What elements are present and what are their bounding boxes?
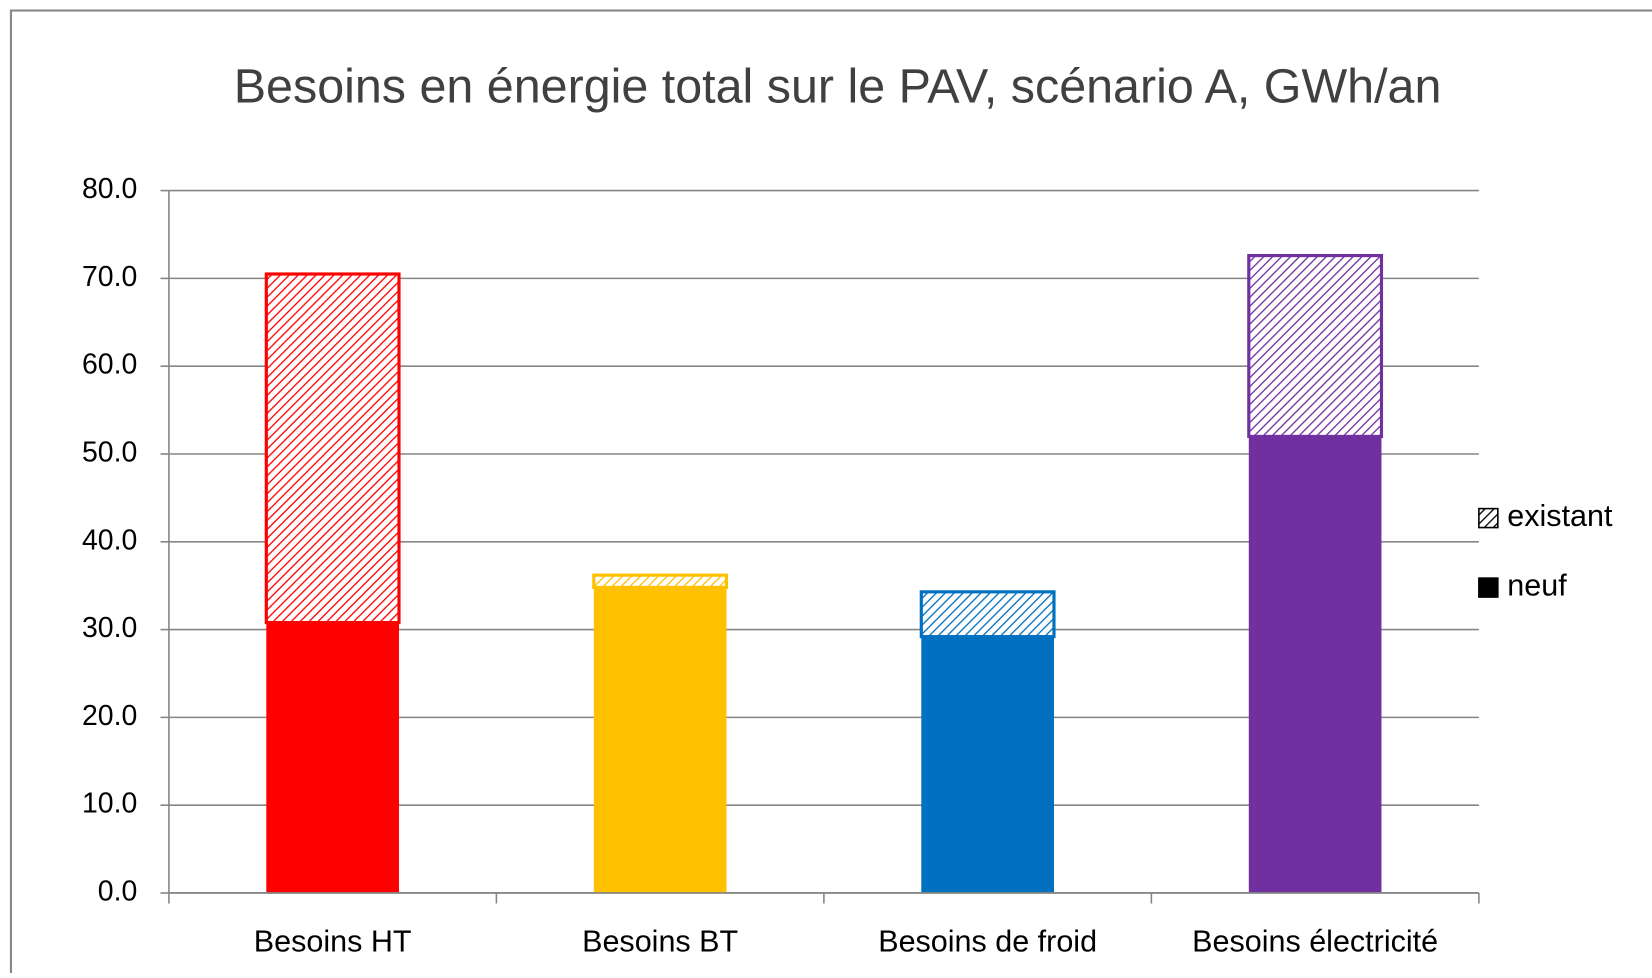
y-tick-label: 60.0 <box>82 349 137 381</box>
bar-segment-hatched <box>592 573 729 590</box>
bar-segment <box>1248 436 1382 893</box>
chart-frame <box>9 9 1652 978</box>
bar-segment <box>593 587 727 893</box>
legend-swatch <box>1478 577 1499 598</box>
bar-segment <box>921 636 1054 893</box>
bar-segment-hatched <box>1247 253 1384 439</box>
x-tick-label: Besoins BT <box>582 925 738 959</box>
y-tick-label: 30.0 <box>82 612 137 644</box>
y-tick-label: 20.0 <box>82 700 137 732</box>
x-tick-label: Besoins électricité <box>1192 925 1438 959</box>
x-tick-label: Besoins de froid <box>878 925 1097 959</box>
bar-segment <box>266 622 399 893</box>
y-tick-label: 70.0 <box>82 261 137 293</box>
y-tick-label: 0.0 <box>98 875 138 907</box>
x-tick-label: Besoins HT <box>254 925 412 959</box>
y-tick-label: 80.0 <box>82 173 137 205</box>
y-tick-label: 50.0 <box>82 437 137 469</box>
y-tick-label: 40.0 <box>82 524 137 556</box>
legend-swatch <box>1478 507 1499 529</box>
bar-segment-hatched <box>264 272 401 625</box>
legend-label: neuf <box>1507 569 1567 603</box>
bar-segment-hatched <box>919 590 1056 639</box>
legend-label: existant <box>1507 499 1613 533</box>
y-tick-label: 10.0 <box>82 788 137 820</box>
chart-title: Besoins en énergie total sur le PAV, scé… <box>234 59 1442 113</box>
